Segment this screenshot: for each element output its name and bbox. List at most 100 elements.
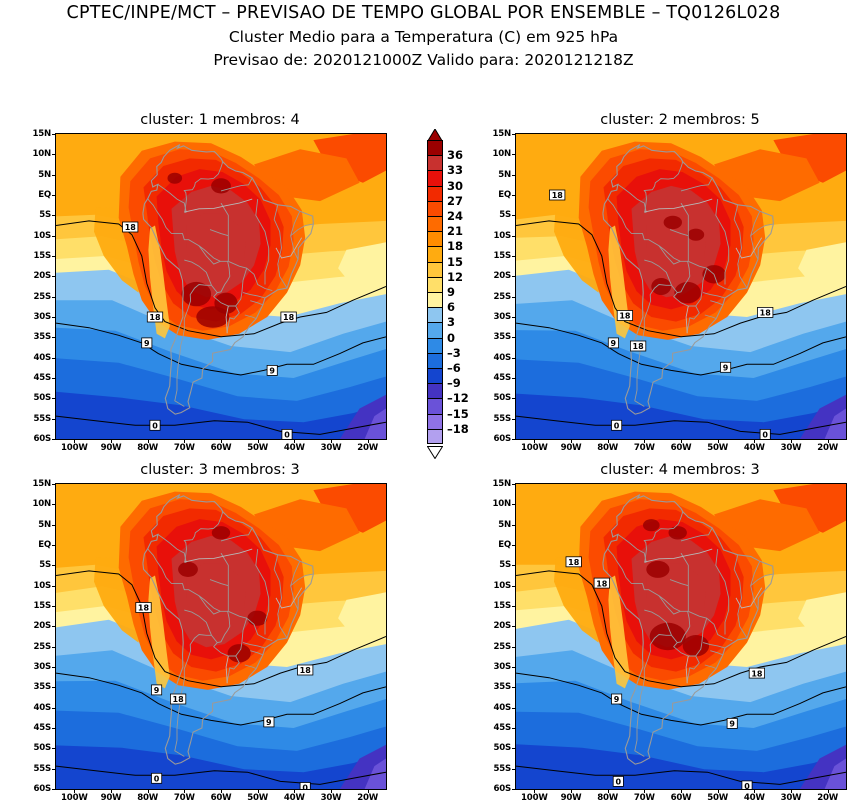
y-tick [512,215,516,217]
colorbar-tick-label: 18 [447,239,464,254]
colorbar-over-arrow [426,127,444,142]
colorbar-swatch [427,428,443,444]
x-tick [221,439,222,443]
colorbar-tick-label: 3 [447,315,456,330]
colorbar-swatch [427,185,443,201]
y-tick [52,606,56,607]
y-tick [52,646,56,648]
plot-area-cluster-3[interactable]: 18 18 18 9 9 0 0 [55,483,387,790]
y-tick [52,565,56,567]
colorbar-tick-label: –12 [447,391,469,406]
x-tick [644,789,646,793]
y-tick-label: 15S [33,601,51,611]
svg-text:9: 9 [269,367,275,376]
contour-label: 0 [299,782,311,789]
x-tick-label: 20W [357,793,379,803]
x-tick [791,789,792,793]
colorbar-swatch [427,383,443,399]
contour-label: 0 [612,775,624,787]
colorbar[interactable]: 36 33 30 27 24 21 18 15 12 9 6 3 0 –3 –6 –9 –12 –15 –18 [426,128,469,460]
plot-area-cluster-2[interactable]: 18 18 18 18 9 9 0 0 [515,133,847,440]
y-tick-label: 50S [493,393,511,404]
y-tick [52,256,56,257]
colorbar-swatch [427,216,443,232]
x-tick-label: 50W [707,443,729,453]
x-tick-label: 100W [521,793,548,803]
y-tick [512,418,516,420]
y-tick-label: 50S [33,393,51,404]
plot-area-cluster-4[interactable]: 18 18 18 9 9 0 0 [515,483,847,790]
svg-text:9: 9 [154,686,160,695]
y-tick-label: 10N [32,149,51,160]
colorbar-swatch [427,261,443,277]
svg-text:9: 9 [611,339,617,348]
x-tick-label: 90W [100,793,122,803]
svg-text:9: 9 [266,718,272,727]
y-tick-label: 45S [493,373,511,383]
y-tick-label: 25S [33,641,51,652]
y-tick [512,748,516,750]
y-tick [512,378,516,379]
y-tick-label: 10S [493,580,511,591]
colorbar-tick-label: 12 [447,269,464,284]
panel-title-cluster-3: cluster: 3 membros: 3 [140,462,300,478]
x-tick [827,789,829,793]
contour-map-2: 18 18 18 18 9 9 0 0 [516,134,846,439]
y-tick-label: 5N [498,169,511,180]
x-tick-label: 60W [670,443,692,453]
y-tick [512,768,516,770]
y-tick [512,484,516,485]
contour-label: 18 [593,577,610,589]
y-tick [512,195,516,196]
svg-text:18: 18 [760,309,772,318]
y-tick-label: 35S [493,332,511,343]
y-tick [52,789,56,790]
y-tick-label: 35S [33,682,51,693]
contour-label: 9 [611,693,623,705]
svg-text:0: 0 [302,784,308,789]
svg-text:18: 18 [751,669,763,678]
x-tick [754,789,756,793]
colorbar-under-arrow [426,444,444,460]
y-tick [52,728,56,729]
y-tick [52,215,56,217]
svg-text:18: 18 [138,604,150,613]
contour-label: 9 [151,684,163,696]
x-tick [681,439,682,443]
x-tick [147,439,149,443]
svg-text:18: 18 [568,558,580,567]
y-tick [52,134,56,135]
y-tick [52,768,56,770]
y-tick [512,524,516,526]
svg-text:18: 18 [300,666,312,675]
y-tick-label: 55S [33,413,51,424]
contour-label: 0 [759,428,771,439]
contour-map-3: 18 18 18 9 9 0 0 [56,484,386,789]
contour-map-1: 18 18 18 9 9 0 0 [56,134,386,439]
y-tick [52,337,56,339]
x-tick [184,439,186,443]
y-tick-label: 10N [492,499,511,510]
y-tick-label: 10N [492,149,511,160]
y-tick [52,748,56,750]
contour-label: 18 [757,306,774,318]
svg-text:9: 9 [723,364,729,373]
y-tick-label: 5N [38,519,51,530]
colorbar-tick-label: 9 [447,285,456,299]
plot-area-cluster-1[interactable]: 18 18 18 9 9 0 0 [55,133,387,440]
figure-header: CPTEC/INPE/MCT – PREVISAO DE TEMPO GLOBA… [0,0,847,69]
contour-label: 9 [266,364,278,376]
y-tick-label: 60S [33,434,51,444]
contour-label: 18 [630,340,647,352]
contour-label: 9 [263,716,275,728]
y-tick [512,276,516,278]
y-tick [52,235,56,237]
colorbar-tick-label: 30 [447,178,464,193]
svg-text:0: 0 [154,775,160,784]
y-tick [512,296,516,298]
y-tick [52,398,56,400]
svg-text:18: 18 [125,223,137,232]
svg-text:0: 0 [152,422,158,431]
y-tick [52,418,56,420]
y-tick-label: 40S [493,702,511,713]
